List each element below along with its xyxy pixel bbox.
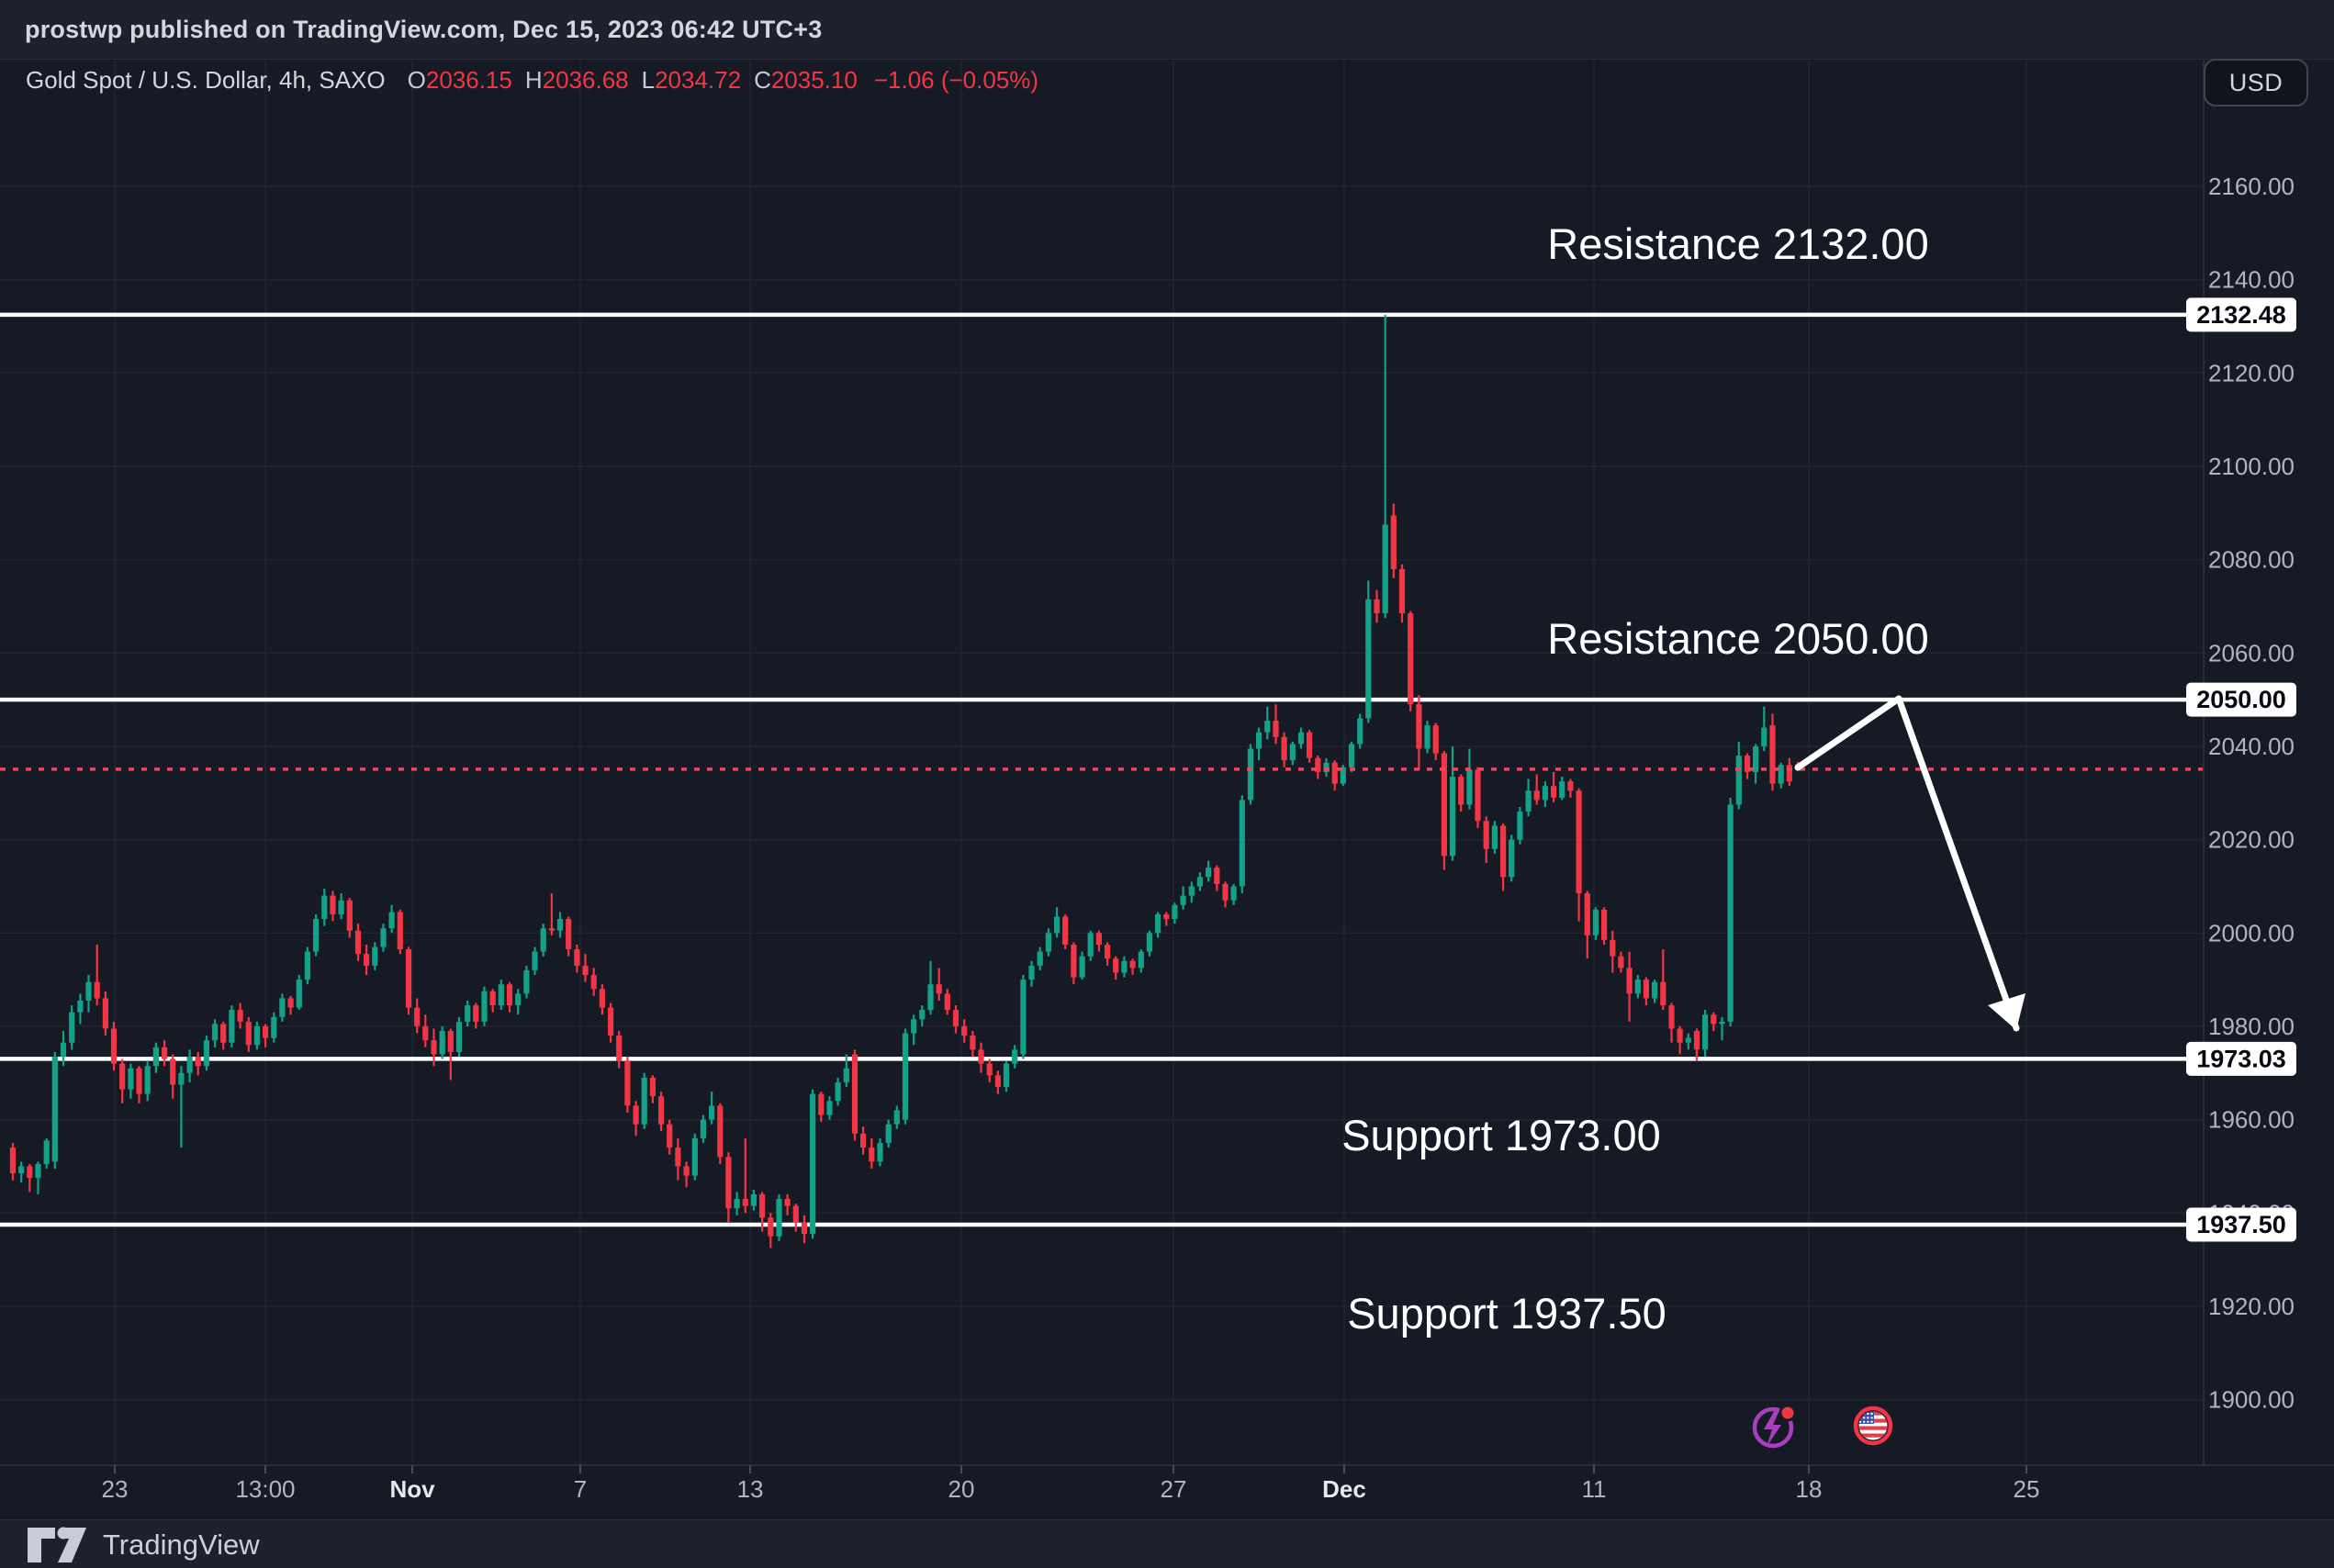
us-flag-event-icon[interactable] (1853, 1406, 1893, 1446)
svg-text:13:00: 13:00 (235, 1475, 295, 1503)
svg-text:2040.00: 2040.00 (2208, 733, 2295, 760)
symbol-legend[interactable]: Gold Spot / U.S. Dollar, 4h, SAXO O2036.… (26, 66, 1038, 95)
price-axis[interactable]: 1900.001920.001940.001960.001980.002000.… (2186, 173, 2296, 1414)
svg-text:1980.00: 1980.00 (2208, 1013, 2295, 1040)
time-axis[interactable]: 23 13:00 Nov 7 13 20 27 Dec 11 18 25 (102, 1465, 2040, 1503)
support-resistance-lines[interactable] (0, 312, 2204, 1227)
ohlc-close: C2035.10 (754, 66, 858, 94)
svg-text:25: 25 (2014, 1475, 2040, 1503)
svg-text:23: 23 (102, 1475, 129, 1503)
footer-bar: TradingView (0, 1519, 2334, 1568)
price-tag: 1937.50 (2186, 1207, 2296, 1242)
svg-text:Resistance 2050.00: Resistance 2050.00 (1547, 614, 1928, 663)
publish-bar: prostwp published on TradingView.com, De… (0, 0, 2334, 60)
svg-text:7: 7 (574, 1475, 587, 1503)
svg-text:11: 11 (1582, 1475, 1607, 1503)
svg-text:Dec: Dec (1322, 1475, 1366, 1503)
svg-text:2060.00: 2060.00 (2208, 639, 2295, 666)
svg-text:2000.00: 2000.00 (2208, 919, 2295, 946)
svg-text:18: 18 (1796, 1475, 1823, 1503)
footer-brand-text[interactable]: TradingView (103, 1528, 260, 1561)
price-tag: 2050.00 (2186, 682, 2296, 717)
svg-text:1937.50: 1937.50 (2196, 1211, 2286, 1238)
price-tag: 2132.48 (2186, 297, 2296, 332)
annotation-labels[interactable]: Resistance 2132.00 Resistance 2050.00 Supp… (1341, 219, 1929, 1338)
ohlc-open: O2036.15 (407, 66, 512, 94)
ohlc-low: L2034.72 (641, 66, 742, 94)
svg-text:20: 20 (948, 1475, 975, 1503)
currency-usd-button[interactable]: USD (2204, 59, 2308, 106)
svg-text:2080.00: 2080.00 (2208, 546, 2295, 574)
axis-borders (0, 61, 2334, 1466)
svg-text:2100.00: 2100.00 (2208, 453, 2295, 480)
svg-text:2120.00: 2120.00 (2208, 359, 2295, 386)
svg-text:2132.48: 2132.48 (2196, 301, 2286, 329)
grid-layer (0, 61, 2204, 1465)
price-change: −1.06 (−0.05%) (873, 66, 1039, 94)
tradingview-logo-icon[interactable] (24, 1524, 90, 1566)
svg-text:1973.03: 1973.03 (2196, 1045, 2286, 1072)
svg-text:2050.00: 2050.00 (2196, 686, 2286, 713)
svg-text:2020.00: 2020.00 (2208, 826, 2295, 854)
svg-text:Support 1937.50: Support 1937.50 (1347, 1289, 1666, 1338)
candles-layer (9, 314, 1801, 1249)
svg-text:2160.00: 2160.00 (2208, 173, 2295, 200)
svg-text:Resistance 2132.00: Resistance 2132.00 (1547, 219, 1928, 268)
publish-line: prostwp published on TradingView.com, De… (25, 15, 823, 43)
svg-text:1960.00: 1960.00 (2208, 1106, 2295, 1134)
trend-arrow[interactable] (1794, 695, 2025, 1032)
svg-text:Nov: Nov (389, 1475, 435, 1503)
symbol-title: Gold Spot / U.S. Dollar, 4h, SAXO (26, 66, 386, 94)
svg-text:2140.00: 2140.00 (2208, 266, 2295, 294)
ohlc-high: H2036.68 (524, 66, 629, 94)
svg-text:1920.00: 1920.00 (2208, 1293, 2295, 1320)
svg-text:13: 13 (737, 1475, 764, 1503)
price-tag: 1973.03 (2186, 1041, 2296, 1076)
svg-text:1900.00: 1900.00 (2208, 1386, 2295, 1414)
svg-text:Support 1973.00: Support 1973.00 (1341, 1111, 1661, 1159)
svg-text:27: 27 (1161, 1475, 1187, 1503)
flash-event-icon[interactable] (1752, 1404, 1797, 1449)
